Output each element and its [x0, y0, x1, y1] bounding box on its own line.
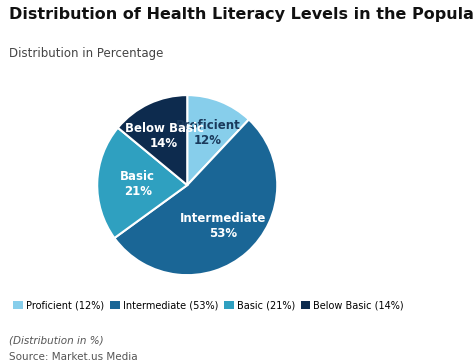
- Text: Below Basic
14%: Below Basic 14%: [125, 122, 204, 150]
- Text: Proficient
12%: Proficient 12%: [175, 119, 240, 147]
- Text: Source: Market.us Media: Source: Market.us Media: [9, 352, 138, 362]
- Text: Intermediate
53%: Intermediate 53%: [180, 212, 266, 240]
- Text: (Distribution in %): (Distribution in %): [9, 336, 104, 346]
- Wedge shape: [97, 128, 187, 238]
- Text: Distribution in Percentage: Distribution in Percentage: [9, 47, 164, 60]
- Text: Distribution of Health Literacy Levels in the Population: Distribution of Health Literacy Levels i…: [9, 7, 474, 22]
- Text: Basic
21%: Basic 21%: [120, 170, 155, 197]
- Legend: Proficient (12%), Intermediate (53%), Basic (21%), Below Basic (14%): Proficient (12%), Intermediate (53%), Ba…: [9, 297, 408, 315]
- Wedge shape: [187, 95, 249, 185]
- Wedge shape: [118, 95, 187, 185]
- Wedge shape: [114, 119, 277, 275]
